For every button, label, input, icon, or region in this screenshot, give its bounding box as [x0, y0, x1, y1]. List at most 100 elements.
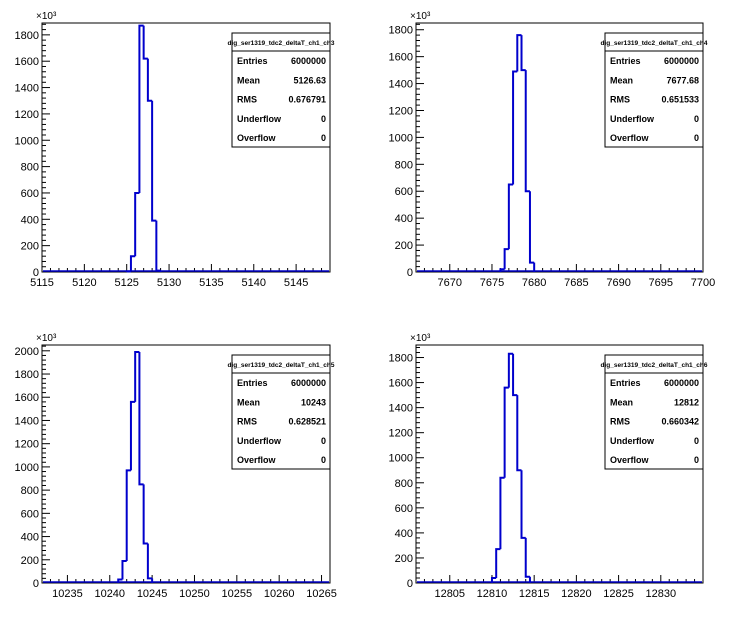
y-tick-label: 1800: [389, 353, 413, 365]
y-tick-label: 0: [407, 578, 413, 590]
stat-value-entries: 6000000: [664, 378, 699, 388]
y-tick-label: 1200: [389, 428, 413, 440]
stat-value-overflow: 0: [694, 455, 699, 465]
y-axis-exponent: ×10³: [410, 333, 431, 344]
x-tick-label: 5130: [157, 277, 181, 289]
y-tick-label: 600: [395, 186, 413, 198]
x-tick-label: 5125: [114, 277, 138, 289]
x-tick-label: 7680: [522, 277, 546, 289]
y-tick-label: 800: [395, 478, 413, 490]
y-tick-label: 600: [21, 188, 39, 200]
x-tick-label: 5115: [30, 277, 54, 289]
y-tick-label: 1400: [15, 415, 39, 427]
stat-value-underflow: 0: [321, 114, 326, 124]
histogram-title: dig_ser1319_tdc2_deltaT_ch1_ch6: [601, 362, 708, 369]
stat-value-entries: 6000000: [664, 56, 699, 66]
stats-box-frame: [604, 354, 704, 470]
histogram-bin: [134, 191, 140, 257]
stats-box: dig_ser1319_tdc2_deltaT_ch1_ch5 Entries 60…: [228, 354, 335, 470]
stat-label-mean: Mean: [237, 397, 260, 407]
y-tick-label: 2000: [15, 346, 39, 358]
y-tick-label: 0: [407, 267, 413, 279]
stat-label-mean: Mean: [610, 75, 633, 85]
stat-value-underflow: 0: [694, 114, 699, 124]
x-tick-label: 12815: [519, 588, 550, 600]
y-tick-label: 400: [21, 214, 39, 226]
y-tick-label: 1800: [15, 369, 39, 381]
histogram-bins: [417, 34, 702, 272]
histogram-bin: [121, 559, 127, 580]
stat-value-overflow: 0: [694, 133, 699, 143]
x-tick-label: 5145: [284, 277, 308, 289]
y-tick-label: 400: [395, 528, 413, 540]
y-tick-label: 1600: [15, 392, 39, 404]
histogram-bin: [134, 350, 140, 402]
stat-label-entries: Entries: [610, 378, 641, 388]
histogram-bin: [146, 543, 153, 580]
y-tick-label: 1200: [15, 109, 39, 121]
x-tick-label: 10235: [52, 588, 83, 600]
stat-value-overflow: 0: [321, 133, 326, 143]
y-tick-label: 800: [21, 485, 39, 497]
stat-value-mean: 5126.63: [293, 75, 326, 85]
histogram-bin: [155, 220, 161, 272]
y-axis-exponent: ×10³: [36, 333, 57, 344]
x-tick-label: 7700: [691, 277, 715, 289]
histogram-bin: [142, 484, 148, 545]
y-tick-label: 1400: [15, 83, 39, 95]
histogram-bin: [495, 548, 501, 578]
y-tick-label: 600: [395, 503, 413, 515]
x-tick-label: 10255: [222, 588, 253, 600]
stats-box-frame: [604, 32, 704, 148]
histogram-panel-1: ×10³ 0 200 400 600 800 1000 1200 1400 1600 1800 511…: [15, 11, 335, 289]
y-tick-label: 1400: [389, 79, 413, 91]
histogram-bin: [520, 35, 526, 72]
histogram-bin: [151, 100, 157, 222]
x-tick-label: 10245: [137, 588, 168, 600]
stat-value-rms: 0.651533: [661, 95, 699, 105]
y-tick-label: 800: [21, 162, 39, 174]
stats-box-frame: [231, 32, 331, 148]
x-tick-label: 12805: [434, 588, 465, 600]
x-tick-label: 12820: [561, 588, 592, 600]
x-tick-label: 7670: [438, 277, 462, 289]
stats-box-frame: [231, 354, 331, 470]
y-tick-label: 200: [21, 555, 39, 567]
y-tick-label: 0: [33, 267, 39, 279]
histogram-panel-2: ×10³ 0 200 400 600 800 1000 1200 1400 1600 1800 767…: [389, 11, 716, 289]
histogram-bin: [503, 248, 509, 270]
y-tick-label: 1800: [15, 30, 39, 42]
histogram-bin: [129, 255, 136, 272]
y-tick-label: 800: [395, 159, 413, 171]
histogram-bin: [524, 70, 530, 193]
stats-box: dig_ser1319_tdc2_deltaT_ch1_ch6 Entries 60…: [601, 354, 708, 470]
x-tick-label: 5140: [242, 277, 266, 289]
stat-value-underflow: 0: [694, 436, 699, 446]
y-tick-label: 400: [21, 532, 39, 544]
histogram-bin: [507, 352, 514, 388]
stat-value-rms: 0.628521: [288, 417, 326, 427]
y-tick-label: 1200: [389, 105, 413, 117]
histogram-bin: [142, 25, 148, 60]
histogram-bin: [507, 183, 514, 250]
histogram-bin: [125, 469, 131, 561]
x-tick-label: 10250: [179, 588, 210, 600]
y-axis-exponent: ×10³: [36, 11, 57, 22]
histogram-bin: [138, 351, 144, 486]
stat-value-overflow: 0: [321, 455, 326, 465]
stats-box: dig_ser1319_tdc2_deltaT_ch1_ch3 Entries 60…: [228, 32, 335, 148]
stat-label-overflow: Overflow: [610, 133, 650, 143]
stat-label-underflow: Underflow: [610, 436, 655, 446]
x-tick-label: 5120: [72, 277, 96, 289]
stat-label-underflow: Underflow: [237, 436, 282, 446]
x-tick-label: 10260: [264, 588, 295, 600]
histogram-bin: [512, 353, 518, 397]
y-tick-label: 600: [21, 508, 39, 520]
stat-value-rms: 0.660342: [661, 417, 699, 427]
histogram-bin: [512, 70, 518, 185]
histogram-bin: [516, 34, 522, 72]
histogram-bin: [528, 191, 535, 264]
x-tick-label: 10265: [306, 588, 337, 600]
x-tick-label: 5135: [199, 277, 223, 289]
